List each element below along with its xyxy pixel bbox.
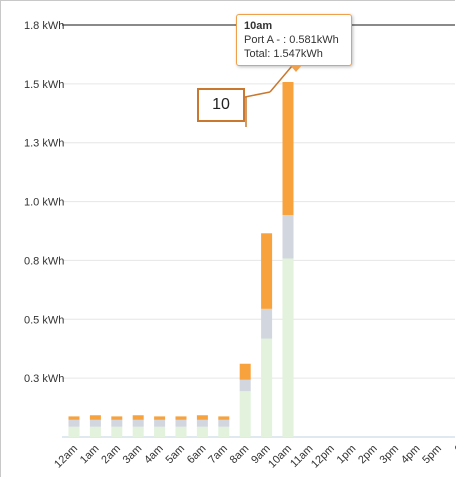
x-tick-label: 6: [453, 443, 456, 456]
bar-segment: [196, 426, 208, 437]
annotation-leader-line-2: [269, 65, 293, 93]
bar-segment: [282, 81, 294, 215]
bar-segment: [154, 419, 166, 427]
bar-segment: [218, 419, 230, 427]
bar-segment: [196, 419, 208, 427]
bar-segment: [261, 233, 273, 309]
bar-segment: [89, 419, 101, 427]
x-tick-label: 4pm: [399, 443, 423, 467]
x-tick-label: 12am: [52, 443, 80, 471]
bar-segment: [111, 426, 123, 437]
y-tick-label: 1.8 kWh: [24, 20, 64, 32]
bar-segment: [132, 419, 144, 427]
y-tick-label: 0.8 kWh: [24, 255, 64, 267]
bar-segment: [239, 363, 251, 380]
y-axis-ticks: 0.3 kWh 0.5 kWh 0.8 kWh 1.0 kWh 1.3 kWh 1.5 k…: [24, 20, 64, 385]
y-tick-label: 0.3 kWh: [24, 373, 64, 385]
bar-segment: [218, 426, 230, 437]
bar-segment: [196, 415, 208, 420]
bar-segment: [154, 426, 166, 437]
bar-segment: [282, 214, 294, 259]
bar-segment: [132, 426, 144, 437]
bar-segment: [111, 419, 123, 427]
bar-segment: [89, 415, 101, 420]
tooltip-port-value: Port A - : 0.581kWh: [244, 34, 339, 46]
bar-segment: [132, 415, 144, 420]
x-tick-label: 1am: [78, 443, 102, 467]
x-tick-label: 2pm: [356, 443, 380, 467]
bar-segment: [239, 379, 251, 392]
bars: [68, 81, 294, 437]
y-tick-label: 1.3 kWh: [24, 138, 64, 150]
x-tick-label: 1pm: [335, 443, 359, 467]
bar-segment: [89, 426, 101, 437]
x-tick-label: 10am: [266, 443, 294, 471]
y-tick-label: 0.5 kWh: [24, 314, 64, 326]
bar-tooltip: 10am Port A - : 0.581kWh Total: 1.547kWh: [236, 14, 352, 66]
x-tick-label: 5pm: [420, 443, 444, 467]
bar-segment: [111, 416, 123, 420]
bar-segment: [68, 426, 80, 437]
y-tick-label: 1.0 kWh: [24, 197, 64, 209]
x-axis-ticks: 12am1am2am3am4am5am6am7am8am9am10am11am1…: [52, 443, 456, 471]
x-tick-label: 8am: [228, 443, 252, 467]
bar-segment: [261, 308, 273, 339]
x-tick-label: 12pm: [309, 443, 337, 471]
tooltip-title: 10am: [244, 20, 273, 32]
tooltip-pointer: [290, 65, 302, 72]
x-tick-label: 3pm: [377, 443, 401, 467]
x-tick-label: 7am: [206, 443, 230, 467]
bar-segment: [282, 258, 294, 437]
x-tick-label: 4am: [142, 443, 166, 467]
bar-segment: [261, 338, 273, 437]
annotation-box: 10: [197, 88, 245, 122]
bar-segment: [218, 416, 230, 420]
bar-segment: [239, 391, 251, 437]
y-tick-label: 1.5 kWh: [24, 79, 64, 91]
bar-segment: [175, 426, 187, 437]
x-tick-label: 5am: [163, 443, 187, 467]
x-tick-label: 3am: [121, 443, 145, 467]
bar-segment: [175, 416, 187, 420]
annotation-leader-line: [244, 91, 271, 98]
x-tick-label: 6am: [185, 443, 209, 467]
grid-lines: [62, 24, 455, 438]
tooltip-total-value: Total: 1.547kWh: [244, 48, 323, 60]
bar-segment: [154, 416, 166, 420]
x-tick-label: 2am: [99, 443, 123, 467]
bar-segment: [68, 419, 80, 427]
bar-segment: [175, 419, 187, 427]
bar-segment: [68, 416, 80, 420]
